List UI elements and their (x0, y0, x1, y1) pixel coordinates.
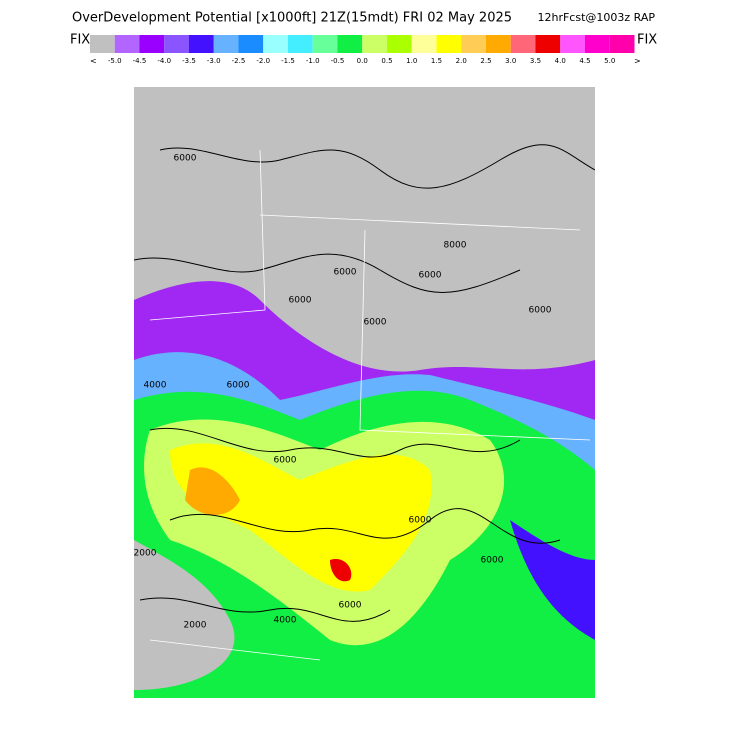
colorbar-swatch (461, 35, 486, 53)
contour-label: 2000 (184, 621, 207, 631)
colorbar-swatch (238, 35, 264, 53)
contour-label: 6000 (274, 456, 297, 466)
field (330, 559, 352, 582)
colorbar-swatch (90, 35, 115, 53)
contour-label: 6000 (419, 271, 442, 281)
field (510, 520, 595, 640)
colorbar-swatch (411, 35, 437, 53)
colorbar-tick-label: 1.0 (406, 57, 417, 65)
contour-label: 6000 (529, 306, 552, 316)
colorbar-tick-label: 3.5 (530, 57, 541, 65)
colorbar-tick-label: -0.5 (331, 57, 345, 65)
colorbar-tick-label: 0.5 (381, 57, 392, 65)
colorbar-swatch (213, 35, 239, 53)
colorbar-swatch (585, 35, 610, 53)
field (134, 540, 235, 690)
colorbar-tick-label: -1.0 (306, 57, 320, 65)
contour-labels: 6000 6000 6000 6000 6000 6000 4000 6000 8000 6000… (134, 154, 552, 631)
forecast-info: 12hrFcst@1003z RAP (537, 11, 655, 24)
colorbar-swatch (510, 35, 536, 53)
colorbar-swatch (362, 35, 387, 53)
contour-label: 4000 (144, 381, 167, 391)
colorbar-swatch (139, 35, 165, 53)
contour-label: 6000 (481, 556, 504, 566)
field (170, 443, 432, 592)
colorbar-tick-label: 2.0 (456, 57, 467, 65)
colorbar-tick-label: -3.5 (182, 57, 196, 65)
colorbar-swatch (560, 35, 585, 53)
contour-label: 6000 (339, 601, 362, 611)
colorbar-tick-label: -2.0 (256, 57, 270, 65)
colorbar-swatch (288, 35, 313, 53)
contour-label: 6000 (174, 154, 197, 164)
colorbar-tick-label: -3.0 (207, 57, 221, 65)
colorbar-swatch (535, 35, 561, 53)
contour-label: 6000 (409, 516, 432, 526)
colorbar-tick-label: -2.5 (232, 57, 246, 65)
colorbar-swatch (486, 35, 511, 53)
colorbar-swatch (337, 35, 363, 53)
fix-right: FIX (637, 33, 657, 48)
contour-label: 4000 (274, 616, 297, 626)
contour-label: 2000 (134, 549, 157, 559)
colorbar-swatch (312, 35, 338, 53)
colorbar-tick-label: 1.5 (431, 57, 442, 65)
contour-label: 6000 (364, 318, 387, 328)
colorbar-tick-label: 5.0 (604, 57, 615, 65)
colorbar-swatch (609, 35, 635, 53)
colorbar-tick-label: 4.0 (555, 57, 566, 65)
colorbar: -5.0 -4.5 -4.0 -3.5 -3.0 -2.5 -2.0 -1.5 -1.0 -0.5… (90, 35, 635, 65)
title: OverDevelopment Potential [x1000ft] 21Z(… (72, 11, 512, 26)
colorbar-swatch (436, 35, 462, 53)
colorbar-swatch (387, 35, 412, 53)
colorbar-tick-label: -5.0 (108, 57, 122, 65)
contour-label: 6000 (334, 268, 357, 278)
contour-label: 6000 (289, 296, 312, 306)
colorbar-swatch (114, 35, 140, 53)
map (134, 87, 595, 698)
colorbar-tick-label: -4.0 (157, 57, 171, 65)
colorbar-swatch (189, 35, 214, 53)
high-marker: > (634, 57, 641, 66)
contour-label: 6000 (227, 381, 250, 391)
colorbar-swatch (164, 35, 189, 53)
colorbar-tick-label: -1.5 (281, 57, 295, 65)
low-marker: < (90, 57, 97, 66)
field (134, 87, 595, 322)
field (185, 467, 240, 515)
contour-label: 8000 (444, 241, 467, 251)
colorbar-tick-label: 3.0 (505, 57, 516, 65)
colorbar-tick-label: 2.5 (480, 57, 491, 65)
colorbar-tick-label: 0.0 (357, 57, 368, 65)
fix-left: FIX (70, 33, 90, 48)
colorbar-swatch (263, 35, 288, 53)
colorbar-tick-label: 4.5 (579, 57, 590, 65)
colorbar-tick-label: -4.5 (133, 57, 147, 65)
